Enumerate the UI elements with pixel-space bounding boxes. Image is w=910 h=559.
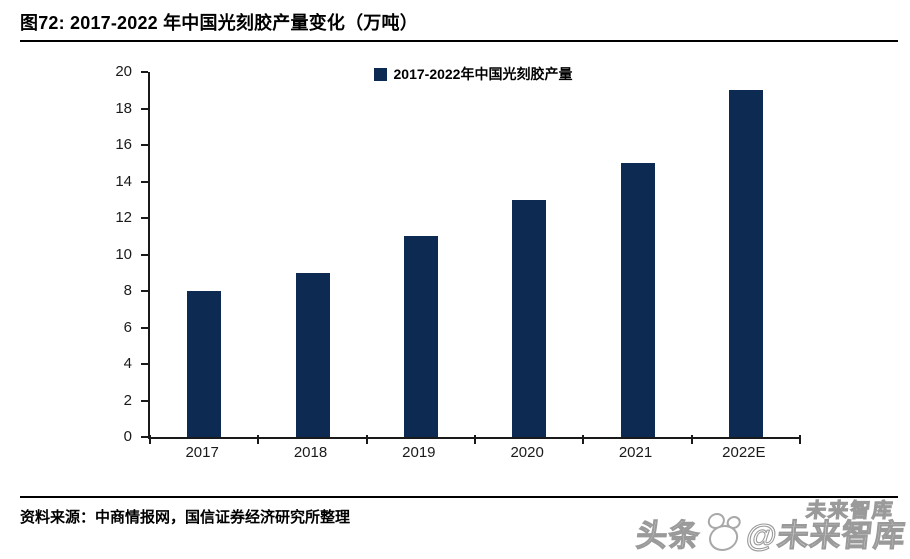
bar-2022E: [728, 90, 763, 437]
watermark-toutiao-text: 头条: [634, 517, 703, 553]
y-axis-labels: 0 2 4 6 8 10 12 14 16 18 20: [0, 63, 138, 445]
y-tick-label: 0: [123, 428, 132, 445]
legend-label: 2017-2022年中国光刻胶产量: [393, 66, 573, 82]
x-tick: [257, 435, 260, 444]
x-tick: [799, 435, 801, 444]
y-tick-label: 10: [115, 245, 132, 263]
chart-legend: 2017-2022年中国光刻胶产量: [148, 64, 798, 84]
y-tick-label: 14: [115, 172, 132, 190]
bar-2020: [512, 199, 547, 437]
y-tick-label: 8: [123, 282, 132, 299]
source-note: 资料来源：中商情报网，国信证券经济研究所整理: [20, 509, 351, 526]
y-tick-label: 18: [115, 99, 132, 117]
y-tick-label: 4: [123, 355, 132, 372]
y-tick-label: 16: [115, 136, 132, 153]
title-divider: [20, 40, 898, 42]
x-axis-labels: 2017 2018 2019 2020 2021 2022E: [148, 444, 798, 464]
bar-2021: [620, 163, 655, 437]
watermark-handle-text: @未来智库: [744, 517, 908, 553]
x-tick-label: 2021: [618, 444, 653, 461]
footer-divider: [20, 496, 898, 498]
y-tick: [141, 180, 148, 183]
y-tick: [141, 107, 148, 110]
y-tick: [141, 399, 148, 402]
y-tick-label: 12: [115, 209, 132, 226]
x-tick: [149, 435, 151, 444]
y-tick-label: 6: [123, 318, 132, 336]
y-tick: [141, 71, 148, 73]
future-think-tank-logo-icon: [702, 513, 751, 557]
y-tick: [141, 290, 148, 292]
x-tick: [365, 435, 368, 444]
legend-swatch: [373, 67, 387, 81]
bar-2017: [187, 291, 222, 437]
watermark: 未来智库 头条 @未来智库: [634, 499, 909, 557]
bar-2018: [295, 272, 330, 437]
watermark-main-row: 头条 @未来智库: [634, 513, 908, 557]
y-tick: [141, 363, 148, 365]
plot-area: [141, 71, 801, 444]
y-tick-label: 2: [123, 391, 132, 409]
x-tick: [474, 435, 476, 444]
bar-2019: [403, 236, 438, 437]
y-tick: [141, 436, 148, 438]
y-tick: [141, 326, 148, 329]
x-tick: [690, 435, 693, 444]
logo-circle: [707, 525, 740, 551]
x-tick-label: 2018: [293, 444, 328, 461]
y-tick: [141, 217, 148, 219]
x-tick: [582, 435, 585, 444]
x-tick-label: 2022E: [722, 444, 766, 461]
figure-title: 图72: 2017-2022 年中国光刻胶产量变化（万吨）: [20, 13, 418, 33]
y-tick: [141, 144, 148, 146]
x-tick-label: 2017: [185, 444, 219, 461]
y-tick: [141, 253, 148, 256]
x-tick-label: 2020: [510, 444, 544, 461]
x-tick-label: 2019: [402, 444, 436, 461]
y-tick-label: 20: [115, 63, 132, 80]
